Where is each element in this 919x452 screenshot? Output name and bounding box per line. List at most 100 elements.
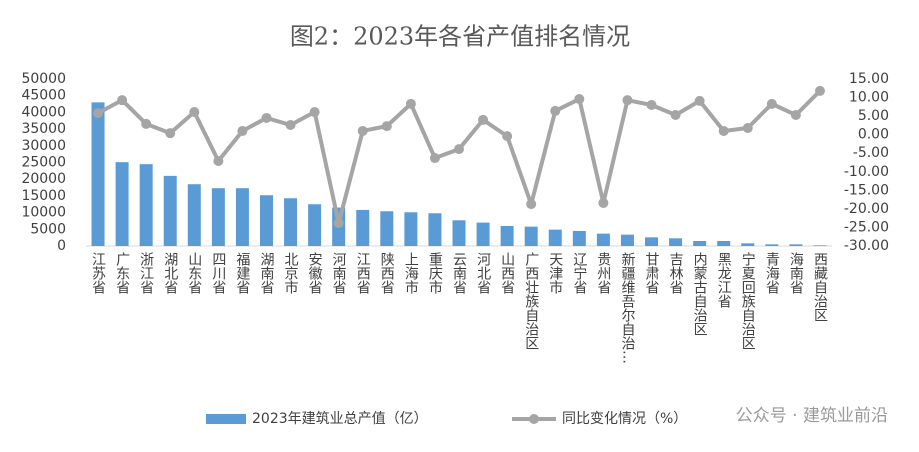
line-marker — [93, 108, 104, 119]
line-marker — [814, 85, 825, 96]
bar — [284, 198, 298, 246]
bar — [500, 225, 514, 246]
line-marker — [213, 156, 224, 167]
line-marker — [526, 199, 537, 210]
line-marker — [478, 114, 489, 125]
y2-tick-label: 5.00 — [858, 108, 889, 124]
x-tick-label: 四川省 — [210, 252, 226, 294]
bar — [813, 245, 827, 246]
line-marker — [357, 125, 368, 136]
y-tick-label: 5000 — [30, 221, 66, 237]
legend-label: 同比变化情况（%） — [562, 411, 687, 427]
bar — [717, 240, 731, 246]
line-marker — [381, 121, 392, 132]
x-tick-label: 福建省 — [234, 252, 250, 294]
y2-tick-label: -15.00 — [844, 182, 889, 198]
bar — [669, 238, 683, 246]
legend-swatch — [206, 414, 246, 424]
x-tick-label: 广东省 — [114, 252, 130, 294]
y-tick-label: 35000 — [21, 121, 66, 137]
x-tick-label: 西藏自治区 — [812, 252, 828, 322]
bar — [741, 243, 755, 246]
legend-swatch — [529, 414, 539, 424]
x-tick-label: 辽宁省 — [571, 252, 587, 294]
y-tick-label: 50000 — [21, 71, 66, 87]
y-tick-label: 40000 — [21, 104, 66, 120]
x-tick-label: 陕西省 — [379, 252, 395, 294]
line-marker — [261, 112, 272, 123]
bar — [211, 188, 225, 246]
bar — [308, 204, 322, 246]
bar — [380, 211, 394, 246]
line-marker — [646, 99, 657, 110]
x-tick-label: 湖北省 — [162, 252, 178, 294]
y-tick-label: 30000 — [21, 138, 66, 154]
x-tick-label: 北京市 — [283, 252, 299, 294]
bar — [596, 233, 610, 246]
y-tick-label: 10000 — [21, 205, 66, 221]
bar — [187, 184, 201, 246]
x-tick-label: 新疆维吾尔自治… — [619, 252, 635, 364]
x-tick-label: 内蒙古自治区 — [692, 252, 708, 336]
line-marker — [790, 109, 801, 120]
bar — [620, 234, 634, 246]
x-tick-label: 浙江省 — [138, 252, 154, 294]
y-tick-label: 25000 — [21, 155, 66, 171]
bar — [524, 226, 538, 246]
line-marker — [189, 107, 200, 118]
bar — [91, 102, 105, 246]
y2-tick-label: 10.00 — [849, 90, 889, 106]
line-marker — [429, 153, 440, 164]
x-tick-label: 宁夏回族自治区 — [740, 251, 756, 350]
line-marker — [237, 125, 248, 136]
x-tick-label: 河南省 — [331, 252, 347, 294]
bar — [163, 175, 177, 246]
line-marker — [550, 105, 561, 116]
y-tick-label: 20000 — [21, 171, 66, 187]
x-tick-label: 重庆市 — [427, 252, 443, 294]
x-tick-label: 吉林省 — [668, 252, 684, 294]
y2-tick-label: -30.00 — [844, 238, 889, 254]
bar — [789, 244, 803, 246]
bar — [115, 162, 129, 246]
chart-title: 图2：2023年各省产值排名情况 — [290, 23, 630, 51]
line-marker — [405, 98, 416, 109]
x-tick-label: 青海省 — [764, 252, 780, 294]
line-marker — [285, 120, 296, 131]
x-tick-label: 云南省 — [451, 252, 467, 294]
bar — [139, 164, 153, 246]
x-tick-label: 湖南省 — [258, 252, 274, 294]
bar — [548, 229, 562, 246]
x-tick-label: 河北省 — [475, 252, 491, 294]
x-tick-label: 江西省 — [355, 252, 371, 294]
x-tick-label: 甘肃省 — [644, 252, 660, 294]
bar — [404, 212, 418, 246]
bar — [428, 213, 442, 246]
line-marker — [598, 197, 609, 208]
x-tick-label: 广西壮族自治区 — [523, 252, 539, 350]
bar — [356, 209, 370, 246]
line-marker — [670, 109, 681, 120]
line-marker — [622, 95, 633, 106]
bar — [259, 195, 273, 246]
bar — [452, 220, 466, 246]
x-tick-label: 山东省 — [186, 252, 202, 294]
y2-tick-label: -10.00 — [844, 164, 889, 180]
line-marker — [574, 94, 585, 105]
y2-tick-label: -25.00 — [844, 219, 889, 235]
line-marker — [718, 125, 729, 136]
y-tick-label: 0 — [57, 238, 66, 254]
line-marker — [502, 131, 513, 142]
line — [97, 89, 822, 225]
x-tick-label: 江苏省 — [90, 252, 106, 294]
x-tick-label: 天津市 — [547, 252, 563, 294]
y2-tick-label: 15.00 — [849, 71, 889, 87]
x-tick-label: 黑龙江省 — [716, 252, 732, 308]
watermark: 公众号 · 建筑业前沿 — [736, 406, 888, 426]
y2-tick-label: -20.00 — [844, 201, 889, 217]
line-marker — [165, 128, 176, 139]
bar — [765, 244, 779, 246]
bar — [235, 188, 249, 246]
y2-tick-label: 0.00 — [858, 127, 889, 143]
line-marker — [742, 122, 753, 133]
